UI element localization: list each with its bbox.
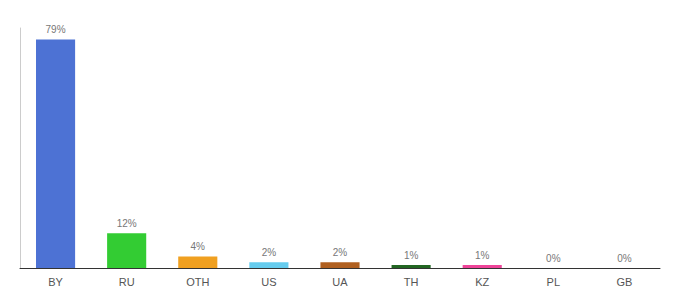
svg-text:BY: BY [48,276,63,288]
svg-text:RU: RU [119,276,135,288]
svg-text:OTH: OTH [186,276,209,288]
svg-text:KZ: KZ [475,276,489,288]
svg-text:79%: 79% [46,24,66,35]
svg-text:GB: GB [616,276,632,288]
svg-text:UA: UA [332,276,348,288]
svg-text:TH: TH [404,276,419,288]
svg-text:12%: 12% [117,218,137,229]
svg-text:1%: 1% [404,250,419,261]
svg-text:0%: 0% [546,253,561,264]
svg-text:US: US [261,276,276,288]
svg-text:1%: 1% [475,250,490,261]
svg-text:PL: PL [547,276,560,288]
svg-text:0%: 0% [617,253,632,264]
svg-text:2%: 2% [262,247,277,258]
svg-text:4%: 4% [191,241,206,252]
svg-text:2%: 2% [333,247,348,258]
